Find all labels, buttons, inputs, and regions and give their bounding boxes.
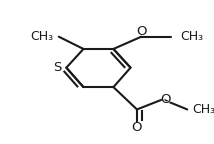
Text: O: O xyxy=(131,121,143,134)
Text: O: O xyxy=(136,25,147,38)
Text: CH₃: CH₃ xyxy=(193,103,214,116)
Text: O: O xyxy=(136,25,147,38)
Text: CH₃: CH₃ xyxy=(30,30,54,43)
Text: O: O xyxy=(132,121,142,134)
Text: S: S xyxy=(54,61,62,74)
Text: S: S xyxy=(53,61,62,74)
Text: O: O xyxy=(160,93,171,106)
Text: CH₃: CH₃ xyxy=(180,30,203,43)
Text: CH₃: CH₃ xyxy=(180,30,205,43)
Text: O: O xyxy=(160,93,171,106)
Text: CH₃: CH₃ xyxy=(193,103,214,116)
Text: CH₃: CH₃ xyxy=(28,30,54,43)
